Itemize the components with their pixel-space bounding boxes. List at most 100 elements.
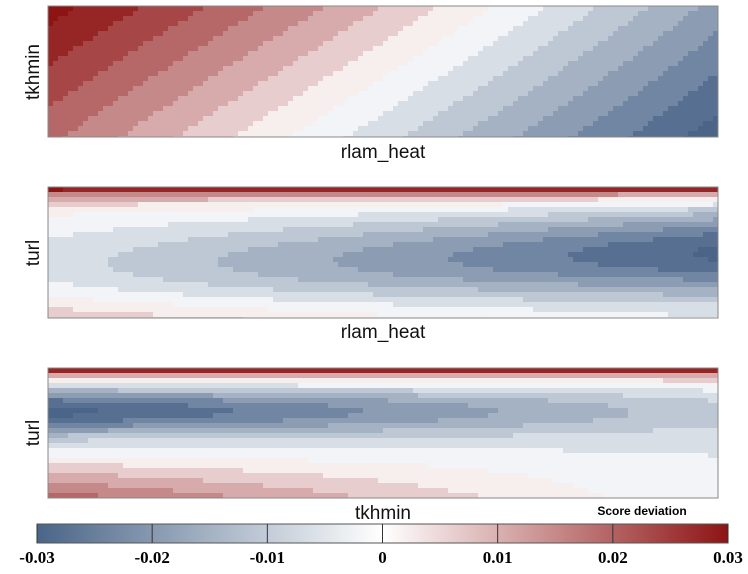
contour-cell xyxy=(268,121,274,127)
contour-cell xyxy=(228,222,234,228)
contour-cell xyxy=(698,26,704,32)
contour-cell xyxy=(413,71,419,77)
contour-cell xyxy=(83,51,89,57)
contour-cell xyxy=(203,61,209,67)
contour-cell xyxy=(543,16,549,22)
contour-cell xyxy=(213,41,219,47)
contour-cell xyxy=(673,227,679,233)
contour-cell xyxy=(513,91,519,97)
contour-cell xyxy=(303,66,309,72)
contour-cell xyxy=(353,212,359,218)
contour-cell xyxy=(98,192,104,198)
contour-cell xyxy=(608,61,614,67)
contour-cell xyxy=(543,126,549,132)
contour-cell xyxy=(628,86,634,92)
contour-cell xyxy=(563,51,569,57)
contour-cell xyxy=(688,76,694,82)
contour-cell xyxy=(608,131,614,137)
contour-cell xyxy=(303,81,309,87)
contour-cell xyxy=(673,76,679,82)
contour-cell xyxy=(303,31,309,37)
contour-cell xyxy=(218,116,224,122)
contour-cell xyxy=(613,212,619,218)
contour-cell xyxy=(598,222,604,228)
contour-cell xyxy=(113,46,119,52)
contour-cell xyxy=(233,121,239,127)
contour-cell xyxy=(83,26,89,32)
contour-cell xyxy=(303,111,309,117)
contour-cell xyxy=(703,56,709,62)
contour-cell xyxy=(693,197,699,203)
contour-cell xyxy=(628,116,634,122)
contour-cell xyxy=(268,227,274,233)
contour-cell xyxy=(673,222,679,228)
contour-cell xyxy=(63,26,69,32)
contour-cell xyxy=(453,11,459,17)
contour-cell xyxy=(343,71,349,77)
contour-cell xyxy=(268,126,274,132)
contour-cell xyxy=(498,227,504,233)
contour-cell xyxy=(603,21,609,27)
contour-cell xyxy=(138,106,144,112)
contour-cell xyxy=(248,207,254,213)
contour-cell xyxy=(128,106,134,112)
contour-cell xyxy=(418,111,424,117)
contour-cell xyxy=(233,36,239,42)
contour-cell xyxy=(113,31,119,37)
contour-cell xyxy=(508,217,514,223)
contour-cell xyxy=(608,36,614,42)
contour-cell xyxy=(383,6,389,12)
contour-cell xyxy=(118,66,124,72)
contour-cell xyxy=(708,197,714,203)
contour-cell xyxy=(138,11,144,17)
contour-cell xyxy=(193,91,199,97)
contour-cell xyxy=(148,237,154,243)
contour-cell xyxy=(263,41,269,47)
contour-cell xyxy=(663,16,669,22)
contour-cell xyxy=(428,46,434,52)
contour-cell xyxy=(263,101,269,107)
contour-cell xyxy=(163,46,169,52)
contour-cell xyxy=(73,101,79,107)
contour-cell xyxy=(353,31,359,37)
contour-cell xyxy=(673,41,679,47)
contour-cell xyxy=(643,192,649,198)
contour-cell xyxy=(98,6,104,12)
contour-cell xyxy=(473,101,479,107)
contour-cell xyxy=(568,6,574,12)
contour-cell xyxy=(123,222,129,228)
contour-cell xyxy=(518,232,524,238)
contour-cell xyxy=(678,71,684,77)
contour-cell xyxy=(318,207,324,213)
contour-cell xyxy=(93,207,99,213)
contour-cell xyxy=(443,101,449,107)
contour-cell xyxy=(633,217,639,223)
contour-cell xyxy=(133,86,139,92)
contour-cell xyxy=(333,26,339,32)
contour-cell xyxy=(213,111,219,117)
contour-cell xyxy=(653,71,659,77)
contour-cell xyxy=(153,116,159,122)
contour-cell xyxy=(313,222,319,228)
contour-cell xyxy=(383,131,389,137)
contour-cell xyxy=(188,217,194,223)
contour-cell xyxy=(658,131,664,137)
contour-cell xyxy=(123,91,129,97)
contour-cell xyxy=(593,111,599,117)
contour-cell xyxy=(588,101,594,107)
contour-cell xyxy=(528,6,534,12)
contour-cell xyxy=(108,96,114,102)
contour-cell xyxy=(593,207,599,213)
contour-cell xyxy=(643,26,649,32)
contour-cell xyxy=(48,187,54,193)
contour-cell xyxy=(93,222,99,228)
contour-cell xyxy=(553,217,559,223)
contour-cell xyxy=(688,202,694,208)
contour-cell xyxy=(253,56,259,62)
contour-cell xyxy=(198,131,204,137)
contour-cell xyxy=(523,76,529,82)
contour-cell xyxy=(193,11,199,17)
contour-cell xyxy=(323,217,329,223)
contour-cell xyxy=(203,6,209,12)
contour-cell xyxy=(448,207,454,213)
